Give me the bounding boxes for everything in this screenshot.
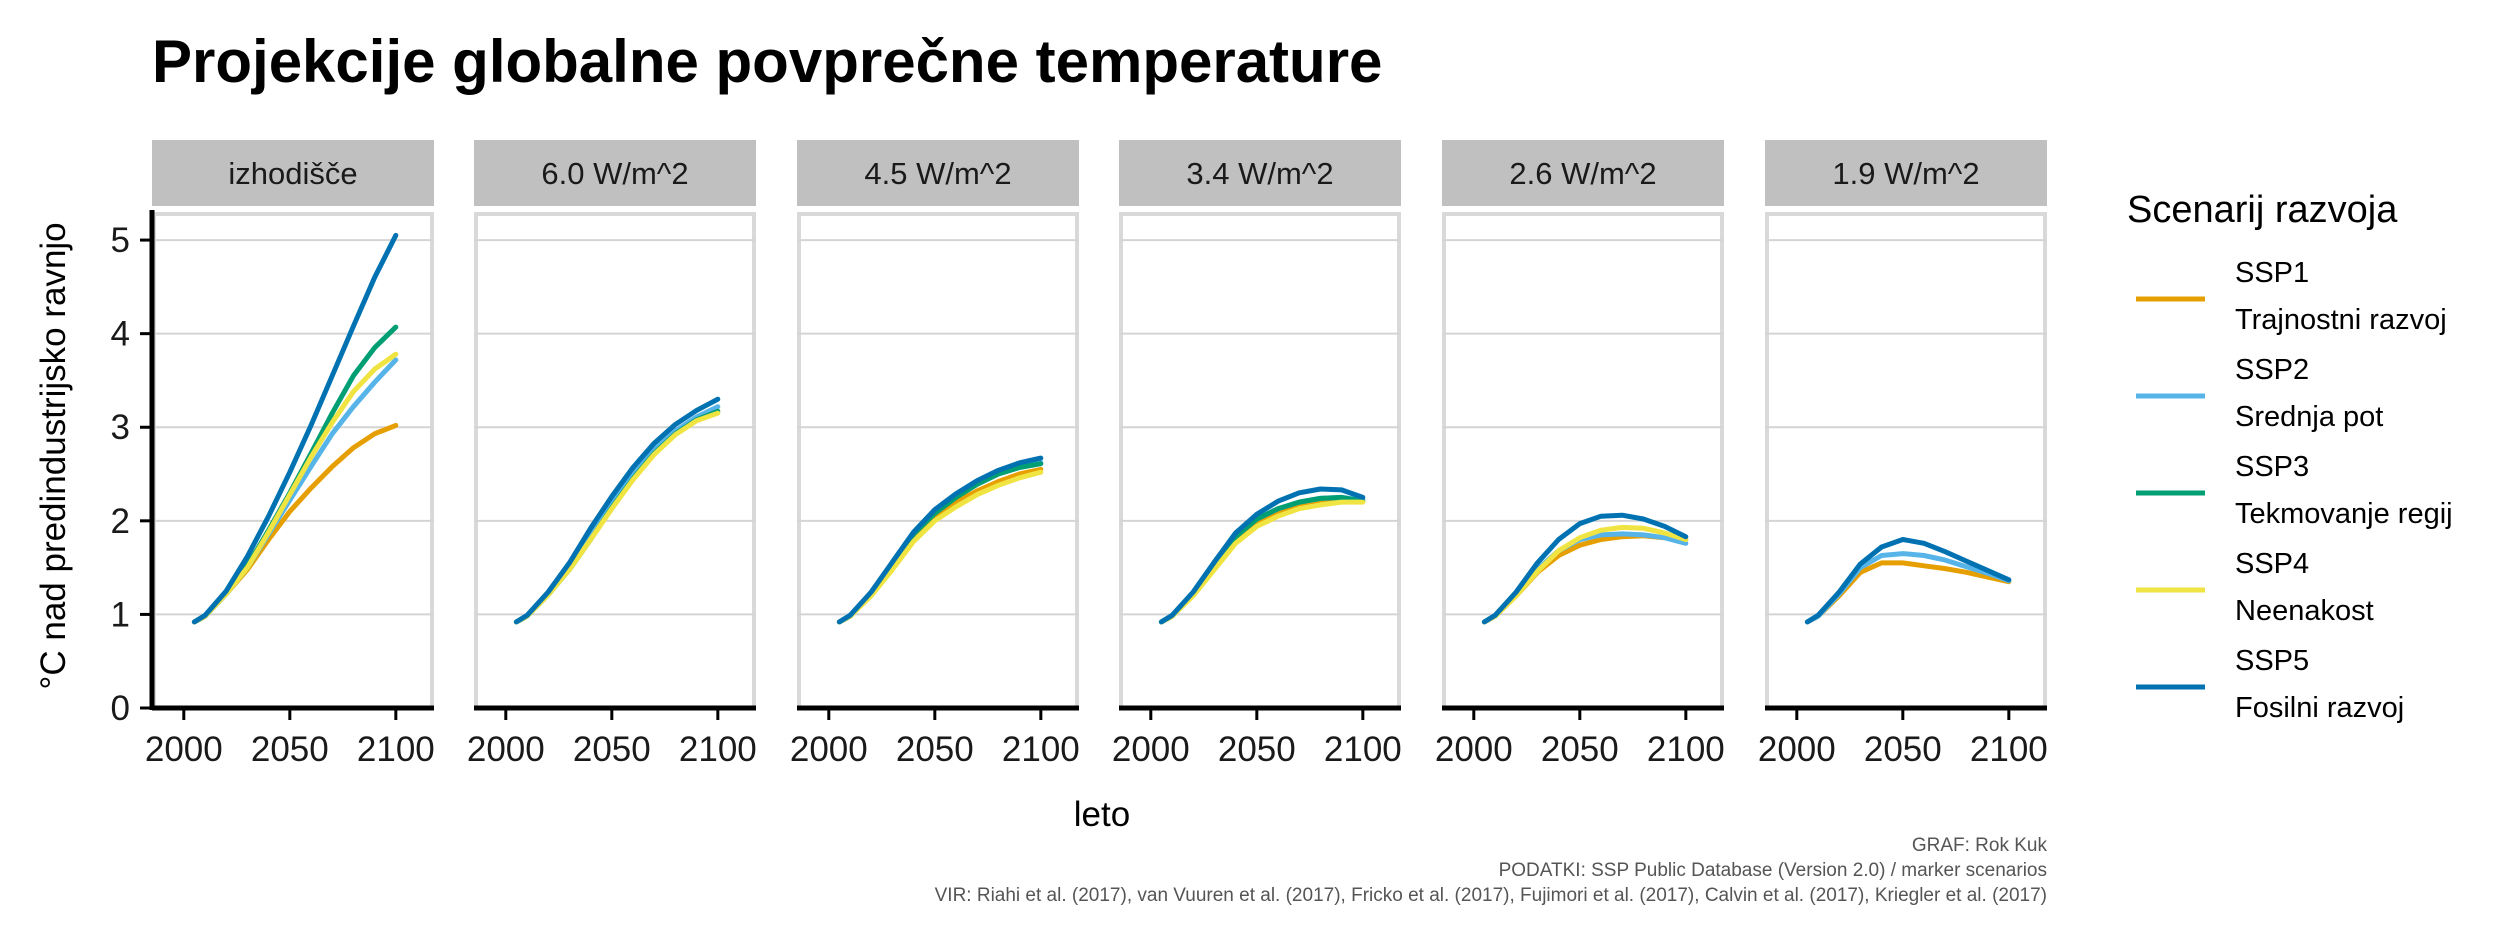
legend-code: SSP4: [2235, 548, 2309, 580]
facet-panel: 2.6 W/m^2 2000 2050 2100: [1435, 140, 1725, 769]
legend-code: SSP3: [2235, 451, 2309, 483]
facet-strip: [152, 140, 434, 206]
series-line-ssp5: [513, 396, 721, 625]
facet-strip: [1442, 140, 1724, 206]
series-line-ssp3: [191, 324, 399, 625]
facet-strip-label: 4.5 W/m^2: [864, 156, 1011, 191]
legend-label: Srednja pot: [2235, 401, 2383, 433]
x-tick-label: 2100: [1647, 730, 1725, 769]
facet-panel: 1.9 W/m^2 2000 2050 2100: [1758, 140, 2048, 769]
x-tick-label: 2000: [145, 730, 223, 769]
y-tick-label: 5: [111, 221, 130, 260]
facet-strip-label: 2.6 W/m^2: [1509, 156, 1656, 191]
caption-source: VIR: Riahi et al. (2017), van Vuuren et …: [935, 885, 2047, 906]
x-tick-label: 2050: [251, 730, 329, 769]
caption: GRAF: Rok Kuk PODATKI: SSP Public Databa…: [935, 835, 2048, 906]
facet-strip-label: 1.9 W/m^2: [1832, 156, 1979, 191]
panel-border: [1119, 212, 1401, 710]
legend-label: Trajnostni razvoj: [2235, 304, 2447, 336]
legend-item-ssp2: SSP2 Srednja pot: [2136, 354, 2383, 433]
y-tick-label: 4: [111, 315, 130, 354]
facet-panels: izhodišče 2000 2050 2100 0 1 2 3 4 5 6.0 W/m^2 2000…: [111, 140, 2048, 769]
facet-panel: 3.4 W/m^2 2000 2050 2100: [1112, 140, 1402, 769]
series-line-ssp5: [191, 232, 399, 625]
x-tick-label: 2000: [1758, 730, 1836, 769]
legend-label: Neenakost: [2235, 595, 2374, 627]
y-axis-title: °C nad predindustrijsko ravnjo: [34, 222, 73, 689]
facet-strip-label: izhodišče: [228, 156, 357, 191]
x-tick-label: 2000: [790, 730, 868, 769]
x-tick-label: 2050: [1218, 730, 1296, 769]
facet-strip: [1765, 140, 2047, 206]
y-tick-label: 3: [111, 408, 130, 447]
facet-strip-label: 3.4 W/m^2: [1186, 156, 1333, 191]
series-line-ssp5: [1158, 486, 1366, 625]
facet-panel: izhodišče 2000 2050 2100 0 1 2 3 4 5: [111, 140, 435, 769]
x-tick-label: 2000: [1435, 730, 1513, 769]
legend-title: Scenarij razvoja: [2127, 189, 2398, 231]
facet-panel: 4.5 W/m^2 2000 2050 2100: [790, 140, 1080, 769]
x-tick-label: 2100: [357, 730, 435, 769]
legend-item-ssp4: SSP4 Neenakost: [2136, 548, 2374, 627]
series-line-ssp2: [1481, 531, 1689, 625]
chart-title: Projekcije globalne povprečne temperatur…: [152, 28, 1382, 95]
x-tick-label: 2100: [1970, 730, 2048, 769]
caption-data: PODATKI: SSP Public Database (Version 2.…: [1499, 860, 2047, 881]
x-tick-label: 2100: [1324, 730, 1402, 769]
panel-border: [1442, 212, 1724, 710]
facet-strip: [1119, 140, 1401, 206]
legend-label: Tekmovanje regij: [2235, 498, 2453, 530]
series-line-ssp1: [1481, 533, 1689, 625]
legend-item-ssp1: SSP1 Trajnostni razvoj: [2136, 257, 2447, 336]
legend-code: SSP5: [2235, 645, 2309, 677]
series-line-ssp3: [1158, 494, 1366, 625]
legend-label: Fosilni razvoj: [2235, 692, 2404, 724]
legend-code: SSP1: [2235, 257, 2309, 289]
legend-code: SSP2: [2235, 354, 2309, 386]
series-line-ssp5: [1804, 537, 2012, 625]
x-tick-label: 2050: [1541, 730, 1619, 769]
facet-panel: 6.0 W/m^2 2000 2050 2100: [467, 140, 757, 769]
legend-item-ssp3: SSP3 Tekmovanje regij: [2136, 451, 2453, 530]
x-tick-label: 2050: [573, 730, 651, 769]
facet-strip: [474, 140, 756, 206]
legend-item-ssp5: SSP5 Fosilni razvoj: [2136, 645, 2404, 724]
series-line-ssp2: [513, 404, 721, 625]
panel-border: [1765, 212, 2047, 710]
x-tick-label: 2100: [679, 730, 757, 769]
x-tick-label: 2000: [467, 730, 545, 769]
x-axis-title: leto: [1074, 795, 1130, 834]
x-tick-label: 2050: [896, 730, 974, 769]
facet-strip: [797, 140, 1079, 206]
series-line-ssp5: [1481, 512, 1689, 625]
x-tick-label: 2000: [1112, 730, 1190, 769]
y-tick-label: 1: [111, 595, 130, 634]
series-line-ssp4: [836, 469, 1044, 625]
facet-strip-label: 6.0 W/m^2: [541, 156, 688, 191]
y-tick-label: 0: [111, 689, 130, 728]
x-tick-label: 2100: [1002, 730, 1080, 769]
panel-border: [474, 212, 756, 710]
series-line-ssp5: [836, 455, 1044, 625]
x-tick-label: 2050: [1864, 730, 1942, 769]
series-line-ssp2: [191, 357, 399, 625]
caption-author: GRAF: Rok Kuk: [1912, 835, 2048, 856]
y-tick-label: 2: [111, 502, 130, 541]
